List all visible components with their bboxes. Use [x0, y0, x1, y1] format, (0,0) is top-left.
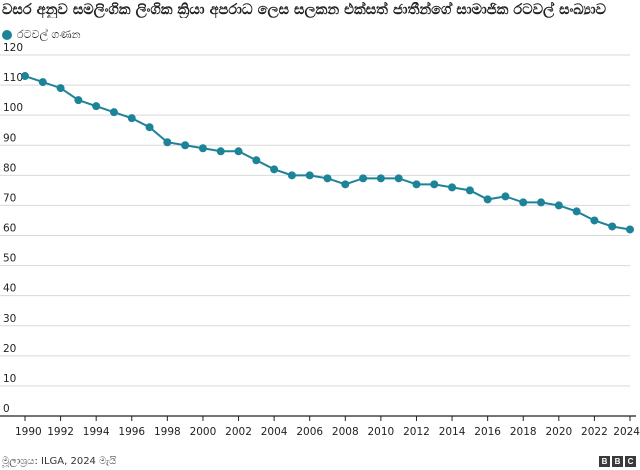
legend-label: රටවල් ගණන [17, 28, 81, 41]
x-tick-label: 2008 [332, 426, 359, 438]
legend: රටවල් ගණන [2, 28, 81, 42]
x-tick-label: 2016 [474, 426, 501, 438]
data-point [38, 78, 47, 87]
data-point [21, 72, 29, 81]
data-point [412, 180, 421, 189]
y-tick-label: 90 [3, 132, 16, 144]
x-tick-label: 2000 [190, 426, 217, 438]
data-point [74, 96, 83, 105]
data-point [341, 180, 350, 189]
x-tick-label: 2006 [296, 426, 323, 438]
data-point [252, 156, 261, 165]
x-tick-label: 2024 [613, 426, 640, 438]
data-point [608, 222, 617, 231]
y-tick-label: 100 [3, 102, 23, 114]
x-tick-label: 1996 [118, 426, 145, 438]
x-tick-label: 2002 [225, 426, 252, 438]
y-tick-label: 10 [3, 373, 16, 385]
x-tick-label: 2022 [581, 426, 608, 438]
data-point [216, 147, 225, 156]
data-point [554, 201, 563, 210]
bbc-logo-letter: B [599, 455, 610, 467]
data-point [56, 84, 65, 93]
series-line [24, 75, 631, 231]
line-chart: 0 10 20 30 40 50 60 70 80 90 100 110 120 1990 1992 1994… [0, 42, 640, 438]
data-point [163, 138, 172, 147]
bbc-logo: B B C [599, 455, 640, 467]
data-point [376, 174, 385, 183]
data-point [448, 183, 457, 192]
data-point [537, 198, 546, 207]
data-point [198, 144, 207, 153]
y-tick-label: 50 [3, 253, 16, 265]
x-tick-label: 2010 [368, 426, 395, 438]
data-point [572, 207, 581, 216]
y-tick-label: 20 [3, 343, 16, 355]
chart-title: වසර අනුව සමලිංගික ලිංගික ක්‍රියා අපරාධ ල… [2, 2, 607, 18]
data-point [181, 141, 190, 150]
data-point [127, 114, 136, 123]
y-tick-label: 70 [3, 192, 16, 204]
data-point [465, 186, 474, 195]
x-tick-label: 1998 [154, 426, 181, 438]
x-tick-label: 1994 [83, 426, 110, 438]
footer: මූලාශ්‍රය: ILGA, 2024 මැයි B B C [0, 452, 640, 470]
y-tick-label: 120 [3, 42, 23, 54]
data-point [430, 180, 439, 189]
data-point [287, 171, 296, 180]
data-point [590, 216, 599, 225]
data-point [626, 225, 634, 234]
data-point [109, 108, 118, 117]
y-tick-label: 110 [3, 72, 23, 84]
data-point [394, 174, 403, 183]
x-tick-label: 2018 [510, 426, 537, 438]
y-tick-label: 60 [3, 223, 16, 235]
x-tick-label: 2004 [261, 426, 288, 438]
data-point [234, 147, 243, 156]
y-tick-label: 80 [3, 162, 16, 174]
x-tick-label: 1990 [15, 426, 42, 438]
data-point [145, 123, 154, 132]
bbc-logo-letter: C [625, 455, 636, 467]
x-tick-label: 2014 [439, 426, 466, 438]
data-point [323, 174, 332, 183]
y-tick-label: 30 [3, 313, 16, 325]
data-point [92, 102, 101, 111]
x-tick-label: 2020 [545, 426, 572, 438]
data-point [359, 174, 368, 183]
x-tick-label: 2012 [403, 426, 430, 438]
bbc-logo-letter: B [612, 455, 623, 467]
legend-marker [2, 30, 12, 40]
data-point [305, 171, 314, 180]
data-point [483, 195, 492, 204]
source-note: මූලාශ්‍රය: ILGA, 2024 මැයි [2, 455, 117, 467]
y-tick-label: 0 [3, 403, 10, 415]
data-point [519, 198, 528, 207]
data-point [270, 165, 279, 174]
x-tick-label: 1992 [47, 426, 74, 438]
y-tick-label: 40 [3, 283, 16, 295]
data-point [501, 192, 510, 201]
